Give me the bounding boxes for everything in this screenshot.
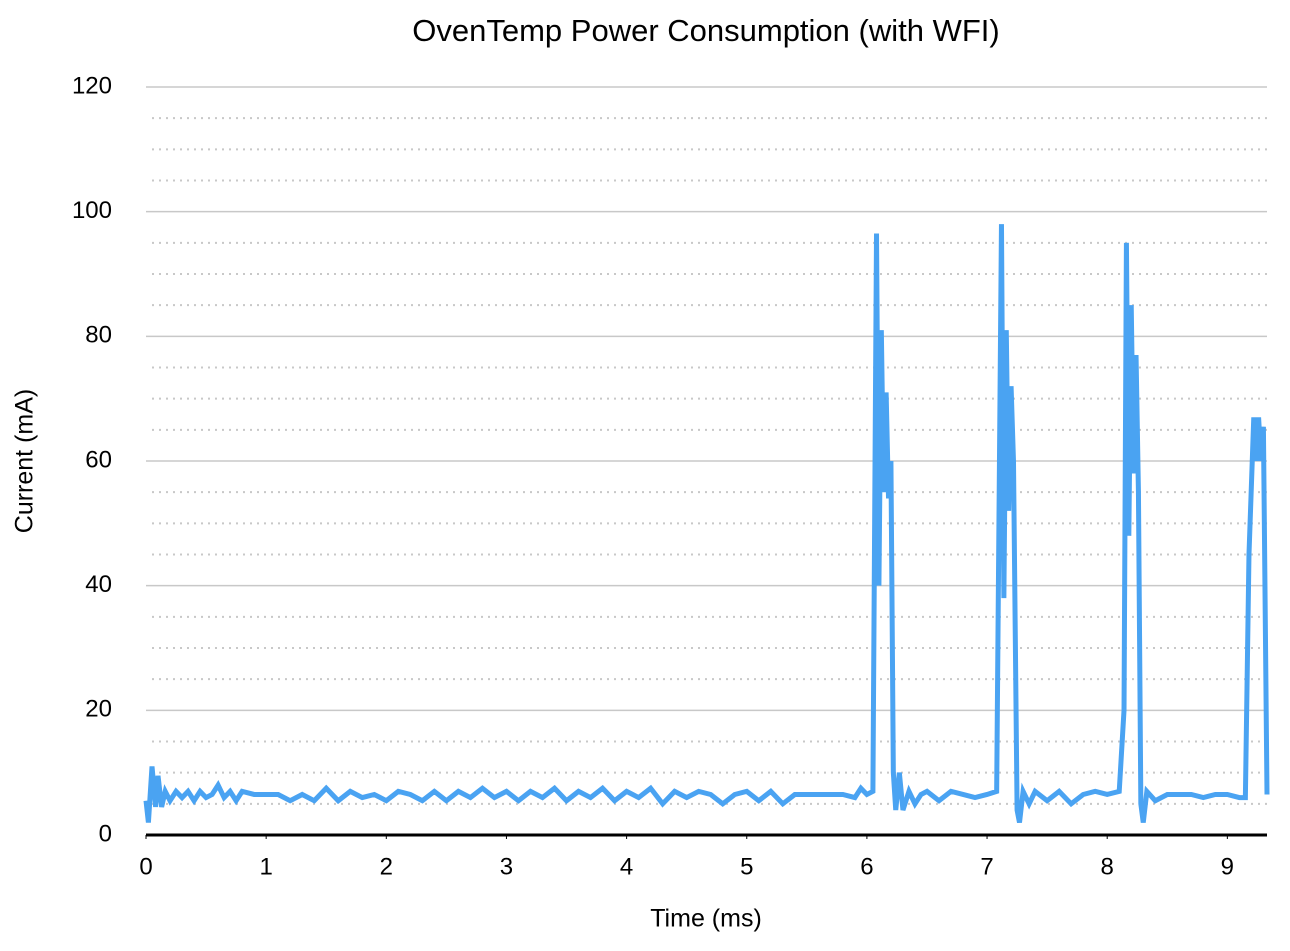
x-tick-label: 7: [980, 853, 993, 880]
x-axis-label: Time (ms): [650, 905, 762, 933]
x-tick-label: 1: [259, 853, 272, 880]
y-tick-label: 20: [85, 696, 112, 723]
x-tick-label: 4: [620, 853, 633, 880]
x-tick-label: 5: [740, 853, 753, 880]
y-tick-label: 80: [85, 322, 112, 349]
chart-title: OvenTemp Power Consumption (with WFI): [412, 13, 999, 48]
x-tick-label: 6: [860, 853, 873, 880]
y-tick-label: 40: [85, 571, 112, 598]
x-tick-label: 8: [1101, 853, 1114, 880]
data-line: [143, 224, 1270, 824]
x-tick-label: 0: [139, 853, 152, 880]
x-tick-label: 3: [500, 853, 513, 880]
y-tick-label: 100: [72, 197, 112, 224]
y-tick-label: 60: [85, 446, 112, 473]
y-tick-label: 120: [72, 72, 112, 99]
x-tick-label: 2: [380, 853, 393, 880]
x-tick-label: 9: [1221, 853, 1234, 880]
y-axis-label: Current (mA): [11, 389, 39, 533]
y-tick-label: 0: [99, 820, 112, 847]
